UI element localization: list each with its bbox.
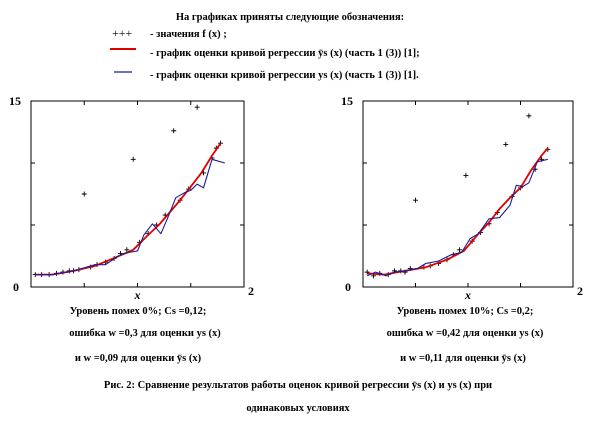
- data-point-plus: [124, 247, 130, 253]
- data-point-plus: [526, 113, 532, 119]
- panel1-caption-line2: ошибка w =0,3 для оценки ys (x): [69, 328, 221, 339]
- regression-curve-blue: [35, 158, 225, 276]
- plot-frame: [30, 100, 245, 288]
- x-axis-label: x: [134, 288, 141, 302]
- plot-noise-10: 0 15 2 x: [341, 94, 583, 302]
- x-axis-label: x: [464, 288, 471, 302]
- panel2-caption-line3: и w =0,11 для оценки ȳs (x): [400, 353, 526, 364]
- figure-caption-line1: Рис. 2: Сравнение результатов работы оце…: [104, 380, 492, 391]
- data-point-plus: [130, 156, 136, 162]
- plus-marker-sample: +++: [112, 26, 133, 40]
- data-point-plus: [413, 197, 418, 203]
- legend-item-points: +++ - значения f (x) ;: [112, 26, 227, 40]
- y-tick-label-min: 0: [345, 280, 351, 294]
- data-point-plus: [457, 247, 463, 253]
- data-point-plus: [503, 141, 509, 147]
- panel1-caption-line3: и w =0,09 для оценки ȳs (x): [75, 353, 202, 364]
- panel2-caption-line1: Уровень помех 10%; Cs =0,2;: [397, 306, 534, 317]
- panel1-caption-line1: Уровень помех 0%; Cs =0,12;: [70, 306, 207, 317]
- legend-item-blue-curve: - график оценки кривой регрессии ys (x) …: [114, 70, 419, 81]
- legend-label-red-curve: - график оценки кривой регрессии ȳs (x) …: [150, 48, 420, 59]
- x-tick-label-max: 2: [248, 284, 254, 298]
- legend-label-blue-curve: - график оценки кривой регрессии ys (x) …: [150, 70, 419, 81]
- plot-noise-0: 0 15 2 x: [9, 94, 254, 302]
- data-point-plus: [194, 104, 200, 110]
- y-tick-label-max: 15: [9, 94, 21, 108]
- regression-curve-red: [367, 147, 549, 276]
- regression-curve-red: [35, 142, 222, 276]
- regression-curve-blue: [366, 158, 548, 277]
- y-tick-label-min: 0: [13, 280, 19, 294]
- data-point-plus: [463, 172, 469, 178]
- plot-frame: [362, 100, 574, 288]
- x-tick-label-max: 2: [577, 284, 583, 298]
- legend-label-points: - значения f (x) ;: [150, 29, 227, 40]
- y-tick-label-max: 15: [341, 94, 353, 108]
- data-point-plus: [171, 128, 177, 134]
- legend-heading: На графиках приняты следующие обозначени…: [176, 12, 404, 23]
- figure-caption-line2: одинаковых условиях: [246, 403, 350, 414]
- legend-item-red-curve: - график оценки кривой регрессии ȳs (x) …: [110, 48, 420, 59]
- data-point-plus: [218, 140, 224, 146]
- data-point-plus: [81, 191, 87, 197]
- panel2-caption-line2: ошибка w =0,42 для оценки ys (x): [387, 328, 544, 339]
